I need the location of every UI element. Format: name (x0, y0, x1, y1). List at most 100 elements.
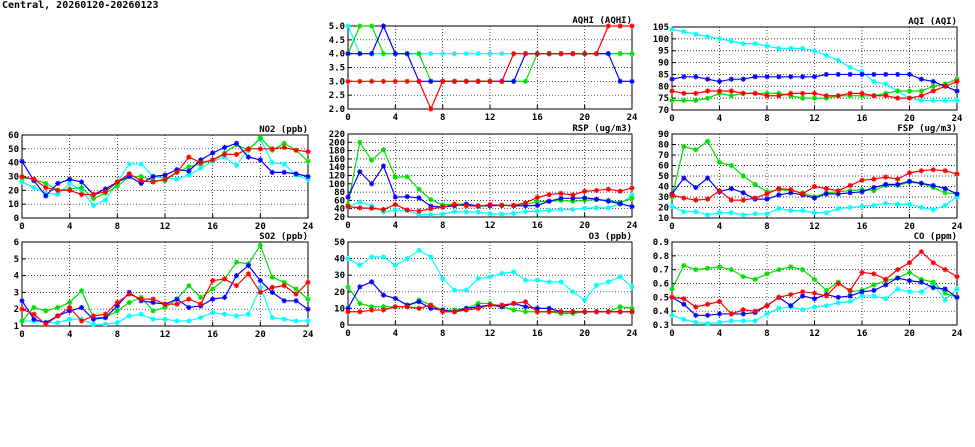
data-point (906, 278, 913, 284)
data-point (570, 192, 576, 198)
data-point (210, 309, 216, 316)
data-point (522, 200, 529, 206)
data-point (617, 274, 623, 280)
data-point (150, 179, 156, 185)
data-point (716, 210, 723, 216)
data-point (617, 23, 623, 29)
data-point (511, 300, 517, 307)
data-point (788, 291, 794, 298)
data-point (800, 293, 806, 299)
data-point (954, 294, 960, 300)
data-point (345, 305, 351, 311)
series-0 (669, 194, 960, 218)
data-point (859, 203, 865, 210)
x-tick-label: 20 (904, 114, 915, 124)
data-point (788, 45, 794, 51)
series-3 (669, 78, 960, 101)
data-point (740, 307, 746, 313)
data-point (257, 157, 263, 163)
data-point (859, 71, 865, 78)
data-point (693, 74, 699, 80)
data-point (800, 307, 806, 313)
data-point (114, 320, 120, 326)
data-point (186, 154, 192, 160)
data-point (19, 318, 25, 324)
data-point (895, 176, 901, 182)
data-point (728, 93, 734, 99)
data-point (269, 274, 275, 280)
data-point (31, 311, 37, 317)
data-point (871, 184, 877, 191)
data-point (716, 319, 723, 325)
x-tick-label: 8 (764, 329, 769, 339)
data-point (380, 78, 387, 84)
data-point (823, 93, 829, 99)
data-point (138, 180, 144, 187)
y-tick-label: 40 (8, 159, 19, 169)
data-point (210, 286, 216, 292)
x-tick-label: 16 (532, 221, 543, 231)
data-point (463, 307, 469, 313)
data-point (859, 289, 865, 295)
y-tick-label: 10 (658, 214, 669, 224)
x-tick-label: 4 (67, 330, 73, 340)
data-point (90, 202, 97, 209)
data-point (859, 90, 865, 96)
y-tick-label: 20 (334, 288, 345, 298)
chart-title: CO (ppm) (914, 232, 957, 242)
data-point (293, 298, 299, 304)
data-point (534, 199, 540, 205)
x-tick-label: 4 (717, 222, 723, 232)
data-point (681, 175, 687, 181)
data-point (305, 306, 311, 312)
data-point (930, 207, 936, 213)
y-tick-label: 20 (334, 213, 345, 223)
data-point (570, 198, 576, 204)
data-point (930, 78, 936, 85)
plot-frame (347, 241, 633, 326)
data-point (788, 208, 794, 214)
data-point (728, 210, 734, 216)
data-point (257, 146, 263, 152)
data-point (764, 93, 770, 99)
data-point (522, 299, 529, 305)
x-tick-label: 20 (255, 330, 266, 340)
data-point (930, 167, 936, 173)
data-point (918, 249, 924, 255)
y-tick-label: 6 (14, 238, 19, 248)
data-point (883, 93, 889, 99)
data-point (835, 93, 841, 99)
data-point (835, 294, 841, 300)
data-point (269, 284, 275, 290)
data-point (233, 151, 240, 157)
data-point (210, 296, 216, 302)
data-point (930, 279, 936, 285)
page-title: Central, 20260120-20260123 (2, 0, 159, 11)
data-point (942, 267, 948, 273)
data-point (693, 97, 699, 104)
series-2 (669, 71, 960, 94)
y-tick-label: 100 (329, 180, 345, 190)
data-point (776, 267, 782, 273)
data-point (954, 78, 960, 85)
data-point (221, 144, 228, 151)
data-point (511, 210, 517, 216)
data-point (186, 283, 192, 289)
data-point (305, 158, 311, 164)
data-point (475, 78, 481, 84)
x-tick-label: 20 (255, 222, 266, 232)
data-point (392, 295, 398, 302)
data-point (522, 304, 529, 310)
y-tick-label: 60 (8, 131, 19, 141)
data-point (475, 305, 481, 311)
data-point (90, 191, 97, 198)
data-point (942, 190, 948, 196)
data-point (281, 298, 287, 304)
data-point (954, 191, 960, 197)
data-point (740, 41, 746, 47)
data-point (221, 151, 228, 157)
data-point (463, 51, 469, 57)
data-point (693, 147, 699, 153)
data-point (871, 93, 877, 99)
data-point (693, 312, 699, 318)
